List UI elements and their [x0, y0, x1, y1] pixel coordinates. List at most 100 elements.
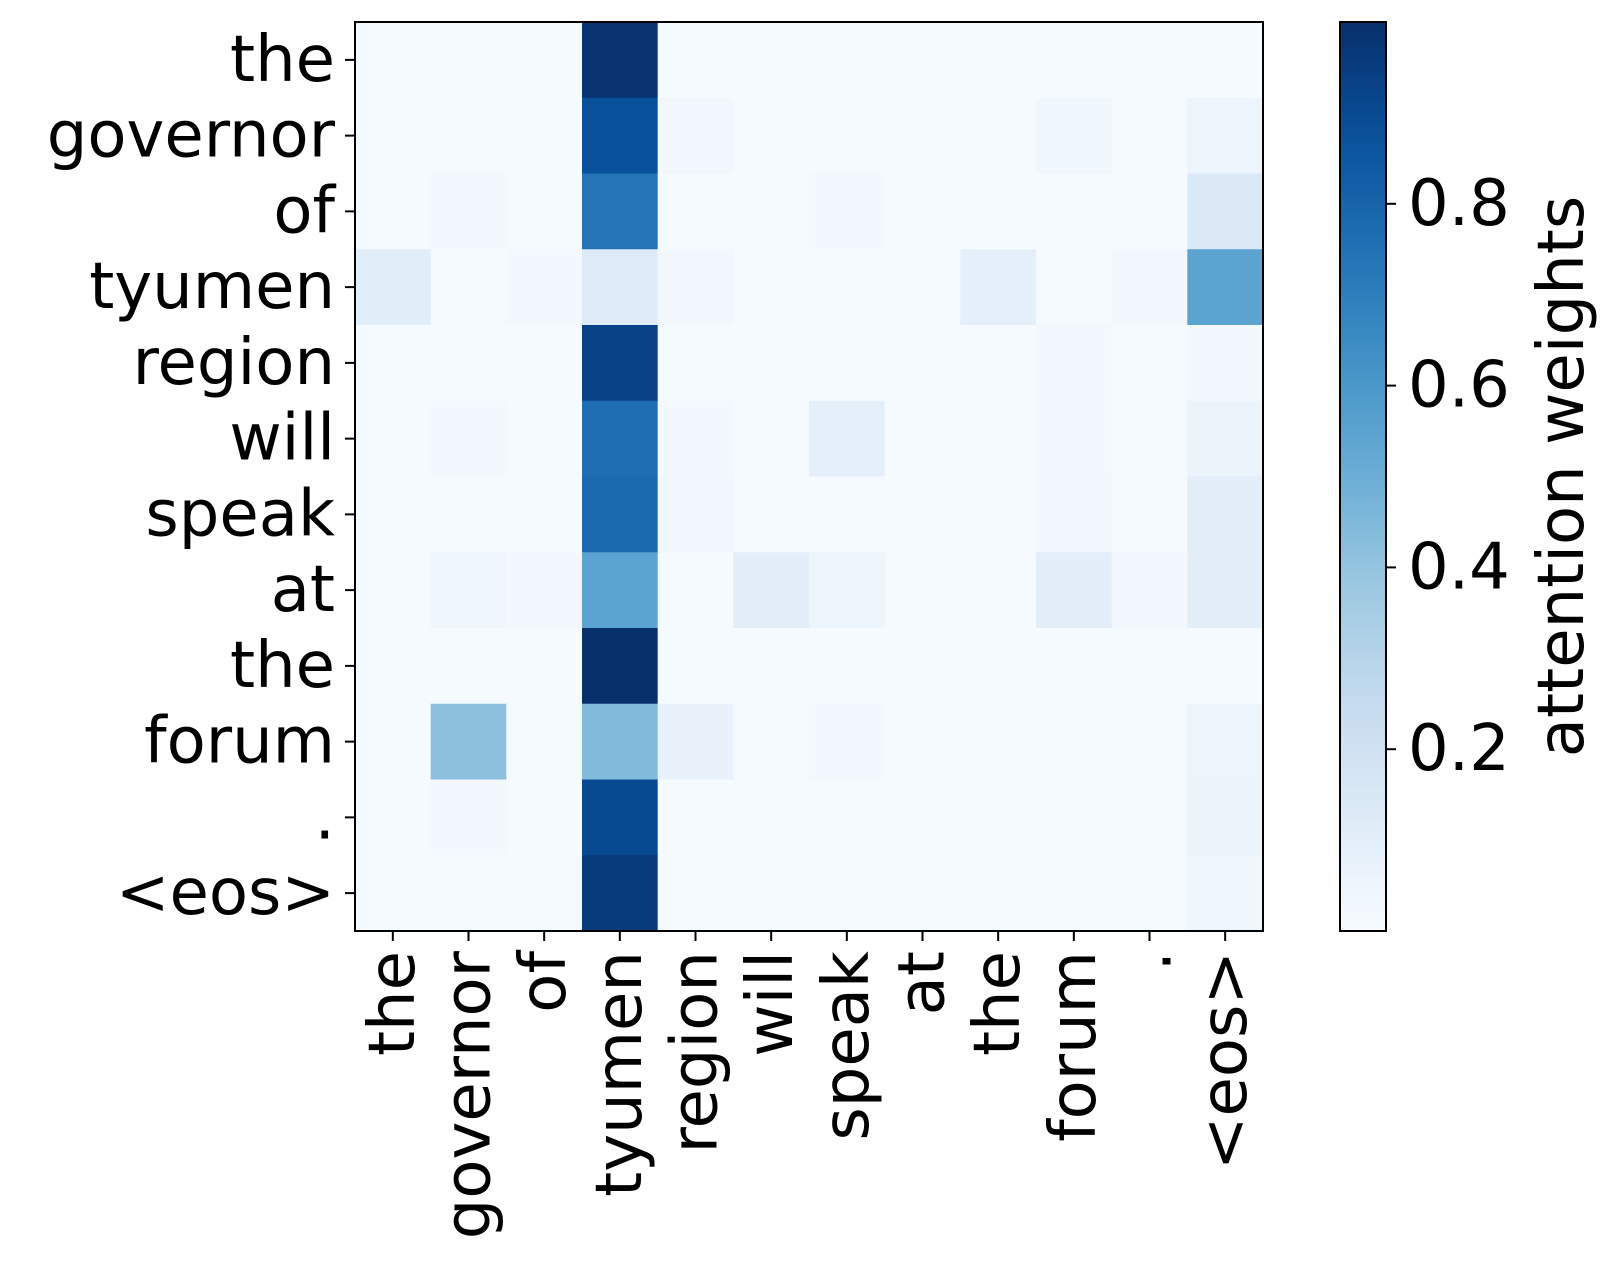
- heatmap-cell: [657, 173, 734, 250]
- heatmap-cell: [582, 249, 659, 326]
- heatmap-cell: [809, 22, 886, 99]
- heatmap-cell: [430, 400, 507, 478]
- heatmap-cell: [1111, 628, 1188, 705]
- heatmap-cell: [506, 552, 583, 629]
- heatmap-cell: [960, 22, 1037, 99]
- heatmap-cell: [355, 855, 432, 932]
- heatmap-cell: [809, 628, 886, 705]
- x-tick-label: .: [1113, 951, 1187, 971]
- heatmap-cell: [733, 400, 810, 478]
- heatmap-cell: [506, 249, 583, 326]
- heatmap-cell: [1187, 628, 1264, 705]
- heatmap-cell: [809, 476, 886, 553]
- heatmap-cell: [355, 400, 432, 478]
- colorbar-tick-label: 0.4: [1408, 530, 1510, 604]
- heatmap-cell: [1187, 779, 1264, 856]
- y-tick-label: tyumen: [89, 250, 335, 324]
- heatmap-cell: [430, 703, 507, 781]
- heatmap-cell: [1036, 628, 1113, 705]
- heatmap-cell: [1036, 779, 1113, 856]
- heatmap-cell: [1036, 249, 1113, 326]
- y-tick-label: governor: [47, 99, 336, 173]
- heatmap-cell: [809, 173, 886, 250]
- y-tick-label: forum: [144, 705, 335, 779]
- heatmap-cell: [809, 249, 886, 326]
- heatmap-cell: [1187, 400, 1264, 478]
- heatmap-cell: [733, 628, 810, 705]
- heatmap-cell: [733, 22, 810, 99]
- heatmap-cell: [1036, 476, 1113, 553]
- heatmap-cell: [1187, 173, 1264, 250]
- heatmap-cell: [582, 97, 659, 175]
- heatmap-cell: [1036, 22, 1113, 99]
- heatmap-cell: [355, 779, 432, 856]
- x-tick-label: at: [886, 951, 960, 1015]
- heatmap-cell: [1036, 703, 1113, 781]
- y-tick-label: <eos>: [116, 856, 335, 930]
- heatmap-cell: [884, 703, 961, 781]
- y-tick-label: the: [230, 23, 335, 97]
- heatmap-cell: [355, 703, 432, 781]
- heatmap-cell: [960, 628, 1037, 705]
- heatmap-cell: [430, 97, 507, 175]
- heatmap-cell: [809, 779, 886, 856]
- heatmap-cell: [657, 22, 734, 99]
- y-tick-label: of: [273, 174, 336, 248]
- heatmap-cell: [1111, 703, 1188, 781]
- x-tick-label: <eos>: [1188, 951, 1262, 1170]
- heatmap-cell: [884, 779, 961, 856]
- y-tick-label: .: [315, 780, 335, 854]
- heatmap-cell: [733, 552, 810, 629]
- heatmap-cell: [733, 703, 810, 781]
- heatmap-cell: [582, 628, 659, 705]
- heatmap-cell: [1187, 249, 1264, 326]
- heatmap-cell: [355, 97, 432, 175]
- heatmap-cell: [960, 703, 1037, 781]
- y-tick-label: speak: [145, 477, 335, 551]
- heatmap-cell: [430, 779, 507, 856]
- heatmap-cell: [884, 628, 961, 705]
- heatmap-cell: [1036, 552, 1113, 629]
- heatmap-cell: [657, 552, 734, 629]
- heatmap-cell: [657, 400, 734, 478]
- y-tick-label: will: [229, 402, 335, 476]
- heatmap-cell: [657, 325, 734, 402]
- heatmap-cell: [582, 703, 659, 781]
- heatmap-cell: [884, 325, 961, 402]
- heatmap-cell: [1036, 855, 1113, 932]
- heatmap-cell: [884, 22, 961, 99]
- heatmap-cell: [884, 173, 961, 250]
- heatmap-cell: [960, 97, 1037, 175]
- heatmap-cell: [582, 173, 659, 250]
- heatmap-cell: [809, 552, 886, 629]
- heatmap-cell: [1111, 97, 1188, 175]
- heatmap-cell: [355, 628, 432, 705]
- heatmap-cell: [1036, 173, 1113, 250]
- heatmap-cell: [506, 97, 583, 175]
- heatmap-cell: [657, 97, 734, 175]
- heatmap-cell: [430, 552, 507, 629]
- x-tick-label: the: [961, 951, 1035, 1056]
- heatmap-cell: [1111, 855, 1188, 932]
- heatmap-cell: [355, 173, 432, 250]
- heatmap-cell: [355, 552, 432, 629]
- heatmap-cell: [582, 476, 659, 553]
- heatmap-cell: [506, 400, 583, 478]
- heatmap-cell: [1187, 22, 1264, 99]
- heatmap-cell: [430, 628, 507, 705]
- heatmap-cell: [657, 249, 734, 326]
- heatmap-cell: [1111, 22, 1188, 99]
- heatmap-cell: [1111, 779, 1188, 856]
- heatmap-cell: [582, 325, 659, 402]
- heatmap-cell: [657, 855, 734, 932]
- heatmap-cell: [506, 173, 583, 250]
- heatmap-cell: [884, 476, 961, 553]
- colorbar-tick-label: 0.8: [1408, 167, 1510, 241]
- heatmap-cell: [884, 400, 961, 478]
- heatmap-cell: [960, 400, 1037, 478]
- heatmap-cell: [430, 855, 507, 932]
- heatmap-cell: [1036, 97, 1113, 175]
- x-tick-label: will: [734, 951, 808, 1057]
- heatmap-cell: [809, 325, 886, 402]
